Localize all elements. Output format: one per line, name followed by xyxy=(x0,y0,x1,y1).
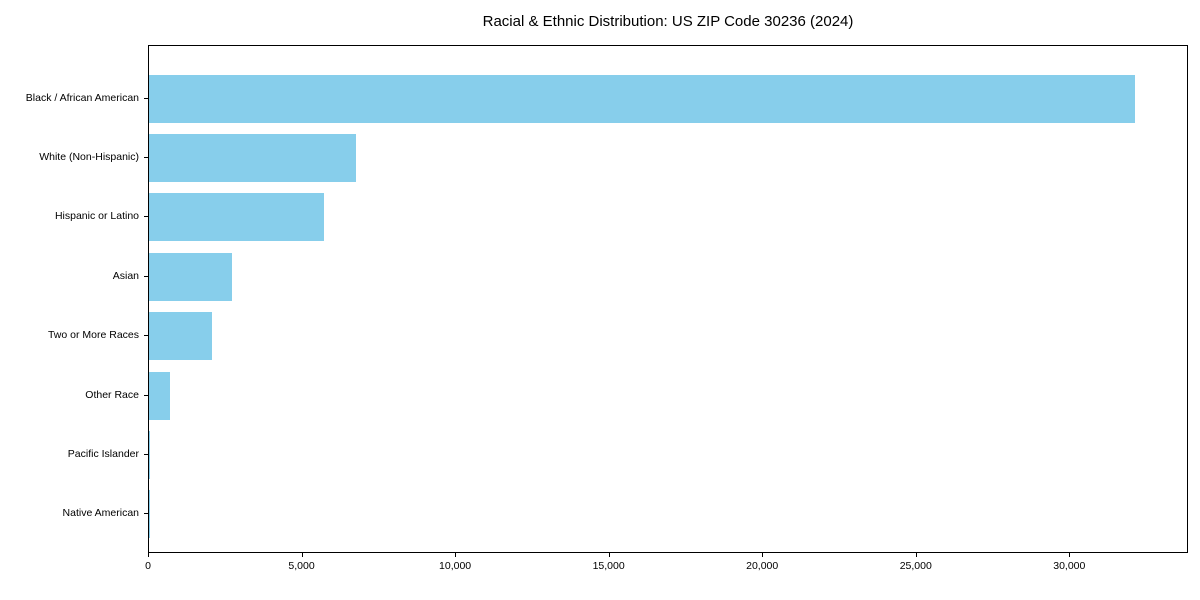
x-tick-mark xyxy=(301,553,303,557)
y-tick-mark xyxy=(144,335,148,337)
x-tick-mark xyxy=(1069,553,1071,557)
y-tick-mark xyxy=(144,394,148,396)
y-tick-mark xyxy=(144,453,148,455)
plot-area xyxy=(148,45,1188,553)
x-tick-label: 10,000 xyxy=(439,560,472,572)
x-tick-label: 0 xyxy=(145,560,151,572)
x-tick-mark xyxy=(915,553,917,557)
bar xyxy=(149,252,232,301)
x-tick-mark xyxy=(148,553,149,557)
chart-title: Racial & Ethnic Distribution: US ZIP Cod… xyxy=(482,13,854,30)
x-tick-mark xyxy=(608,553,610,557)
x-tick-mark xyxy=(455,553,457,557)
x-tick-label: 30,000 xyxy=(1053,560,1086,572)
y-tick-label: Asian xyxy=(112,269,139,282)
y-tick-label: Black / African American xyxy=(25,91,139,104)
bar xyxy=(149,74,1135,123)
x-tick-mark xyxy=(762,553,764,557)
y-tick-label: Other Race xyxy=(85,388,139,401)
bar xyxy=(149,371,171,420)
y-tick-label: Hispanic or Latino xyxy=(54,210,139,223)
y-tick-label: White (Non-Hispanic) xyxy=(39,150,139,163)
bar xyxy=(149,193,325,242)
bar xyxy=(149,312,212,361)
y-tick-label: Pacific Islander xyxy=(67,447,139,460)
y-tick-label: Two or More Races xyxy=(47,329,139,342)
x-tick-label: 15,000 xyxy=(592,560,625,572)
y-tick-label: Native American xyxy=(62,507,139,520)
bar xyxy=(149,133,357,182)
x-tick-label: 20,000 xyxy=(746,560,779,572)
x-tick-label: 5,000 xyxy=(288,560,315,572)
x-tick-label: 25,000 xyxy=(899,560,932,572)
y-tick-mark xyxy=(144,275,148,277)
y-tick-mark xyxy=(144,97,148,99)
y-tick-mark xyxy=(144,156,148,158)
bar xyxy=(149,430,150,479)
y-tick-mark xyxy=(144,216,148,218)
y-tick-mark xyxy=(144,513,148,515)
